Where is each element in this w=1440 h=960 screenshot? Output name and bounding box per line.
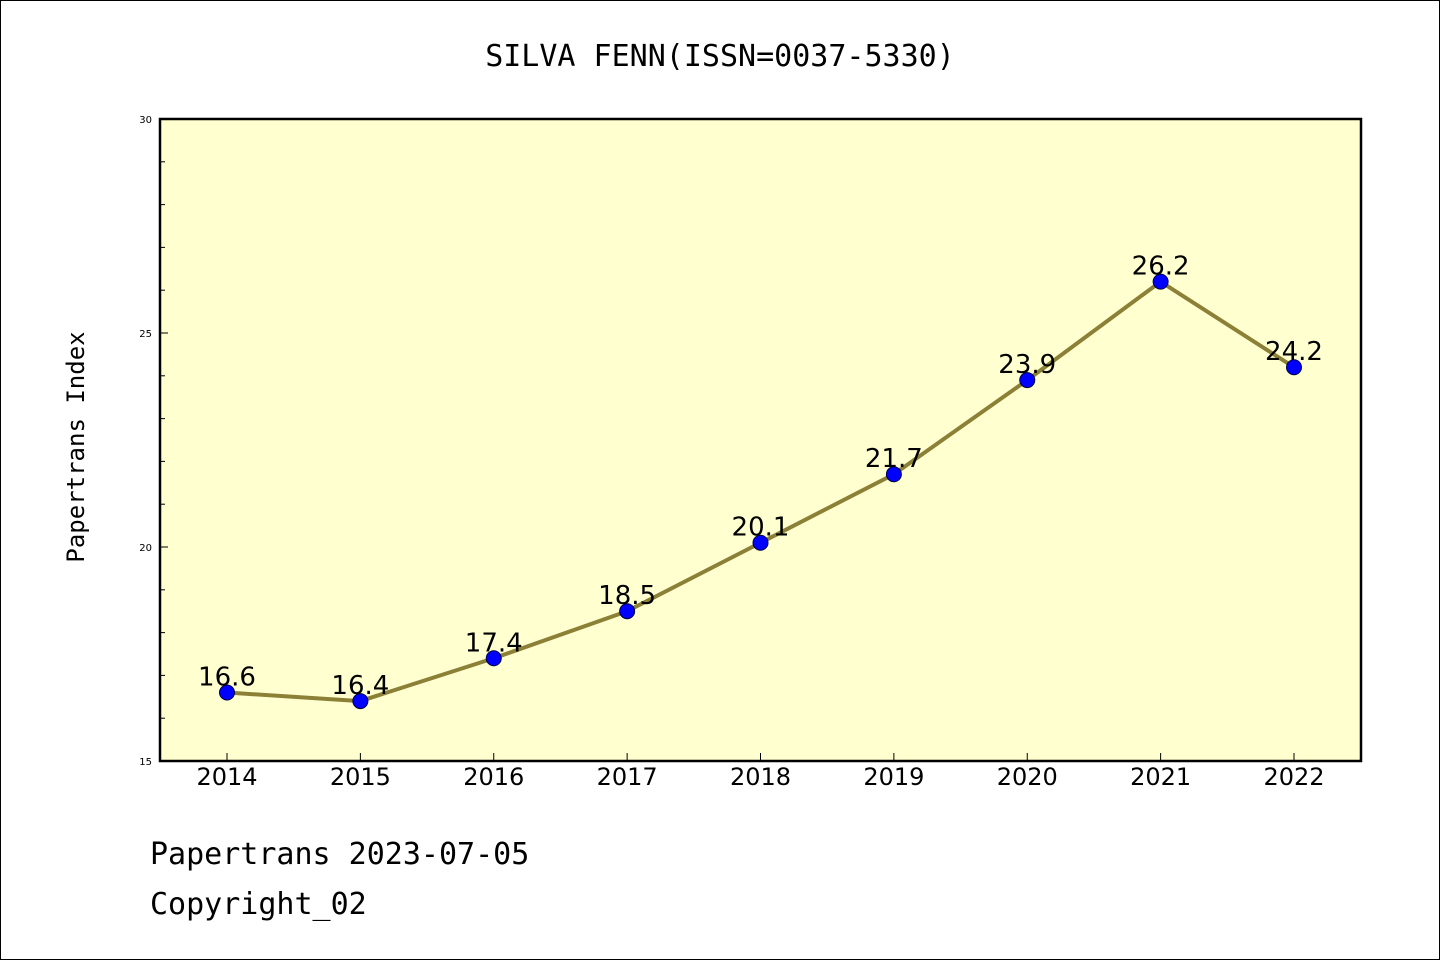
y-tick-label: 20 [139,543,152,554]
chart-title: SILVA FENN(ISSN=0037-5330) [485,39,955,74]
data-label: 16.6 [198,663,256,693]
x-tick-label: 2017 [597,763,658,791]
y-axis-ticks: 15 20 25 30 [139,115,168,768]
data-label: 21.7 [865,444,923,474]
data-point [752,534,769,551]
data-label: 20.1 [732,513,790,543]
x-tick-label: 2015 [330,763,391,791]
x-tick-label: 2021 [1130,763,1191,791]
x-tick-label: 2022 [1263,763,1324,791]
data-point [619,603,636,620]
data-label: 23.9 [998,350,1056,380]
x-tick-label: 2020 [997,763,1058,791]
data-point [1152,273,1169,290]
x-tick-label: 2014 [196,763,257,791]
data-labels: 16.6 16.4 17.4 18.5 20.1 21.7 23.9 26.2 24.2 [198,252,1323,701]
data-label: 17.4 [465,628,523,658]
x-tick-label: 2018 [730,763,791,791]
data-label: 26.2 [1132,252,1190,282]
data-point [219,684,235,701]
footer-date: Papertrans 2023-07-05 [150,837,529,872]
y-tick-label: 15 [139,757,152,768]
data-label: 18.5 [598,581,656,611]
data-point [1286,359,1302,376]
footer-copyright: Copyright_02 [150,887,367,922]
x-tick-label: 2019 [863,763,924,791]
data-point [485,650,502,667]
x-axis-ticks: 2014 2015 2016 2017 2018 2019 2020 2021 2022 [196,753,1325,791]
y-tick-label: 25 [139,329,152,340]
data-point [885,466,902,483]
plot-area [158,117,1363,763]
series-markers [219,273,1302,710]
data-point [352,693,369,710]
data-point [1019,372,1036,389]
y-axis-label: Papertrans Index [62,331,90,562]
data-label: 16.4 [331,671,389,701]
data-label: 24.2 [1265,337,1323,367]
x-tick-label: 2016 [463,763,524,791]
y-tick-label: 30 [139,115,152,126]
